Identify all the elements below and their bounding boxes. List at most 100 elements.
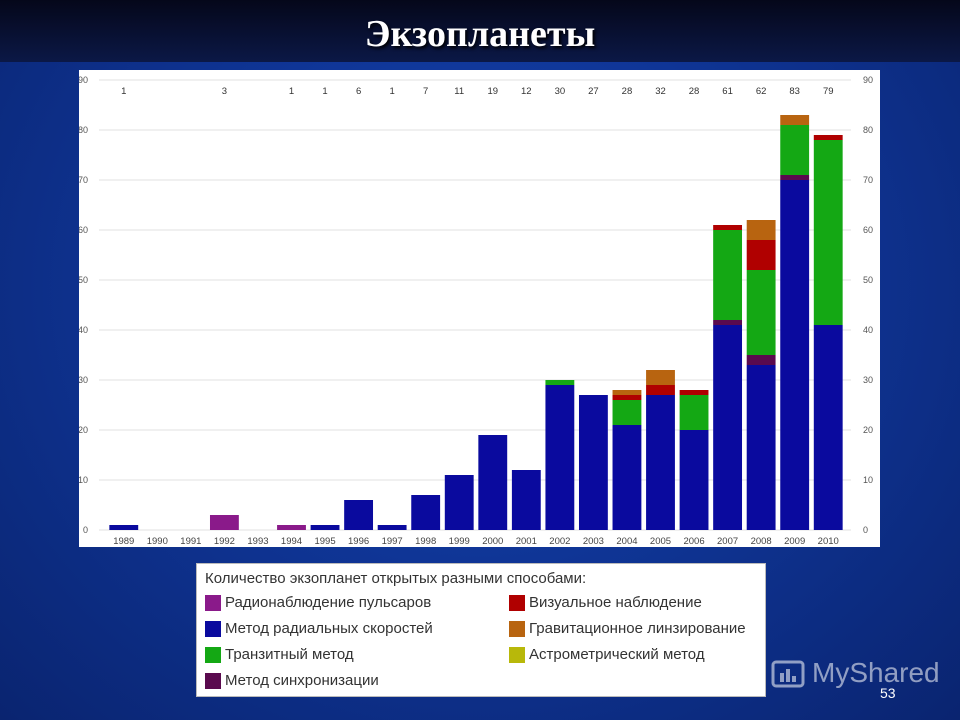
legend-swatch-visual bbox=[509, 595, 525, 611]
legend-swatch-radial-velocity bbox=[205, 621, 221, 637]
total-label-2004: 28 bbox=[622, 86, 633, 97]
x-tick-1995: 1995 bbox=[314, 536, 335, 547]
x-tick-2007: 2007 bbox=[717, 536, 738, 547]
bar-2004-series-3 bbox=[612, 400, 642, 425]
total-label-2010: 79 bbox=[823, 86, 834, 97]
y-tick-left-30: 30 bbox=[79, 375, 88, 385]
y-tick-right-20: 20 bbox=[863, 425, 873, 435]
bar-2008-series-2 bbox=[746, 355, 776, 365]
x-tick-1998: 1998 bbox=[415, 536, 436, 547]
y-tick-right-40: 40 bbox=[863, 325, 873, 335]
bar-2005-series-0 bbox=[646, 395, 675, 530]
y-tick-right-0: 0 bbox=[863, 525, 868, 535]
x-tick-1991: 1991 bbox=[180, 536, 201, 547]
bar-2009-series-5 bbox=[780, 115, 810, 125]
title-band bbox=[0, 0, 960, 62]
legend-swatch-pulsar bbox=[205, 595, 221, 611]
chart-panel: 0 0 10 10 20 20 30 30 40 40 50 50 60 60 70 70 80 80 90 90 19… bbox=[79, 70, 880, 547]
bar-2005-series-5 bbox=[646, 370, 675, 385]
legend-label-timing: Метод синхронизации bbox=[225, 672, 379, 689]
x-tick-1992: 1992 bbox=[214, 536, 235, 547]
x-tick-1989: 1989 bbox=[113, 536, 134, 547]
bar-2004-series-0 bbox=[612, 425, 642, 530]
total-label-1994: 1 bbox=[289, 86, 294, 97]
bar-2009-series-2 bbox=[780, 175, 810, 180]
bar-2009-series-3 bbox=[780, 125, 810, 175]
y-tick-right-60: 60 bbox=[863, 225, 873, 235]
legend-label-astrometry: Астрометрический метод bbox=[529, 646, 705, 663]
y-tick-right-80: 80 bbox=[863, 125, 873, 135]
stacked-bar-chart: 0 0 10 10 20 20 30 30 40 40 50 50 60 60 70 70 80 80 90 90 19… bbox=[79, 75, 873, 547]
y-tick-left-70: 70 bbox=[79, 175, 88, 185]
y-tick-right-50: 50 bbox=[863, 275, 873, 285]
bar-1996-series-0 bbox=[344, 500, 374, 530]
legend-label-visual: Визуальное наблюдение bbox=[529, 594, 702, 611]
bar-2009-series-0 bbox=[780, 180, 810, 530]
y-tick-left-0: 0 bbox=[83, 525, 88, 535]
bar-2004-series-4 bbox=[612, 395, 642, 400]
bar-2007-series-4 bbox=[713, 225, 743, 230]
page-number: 53 bbox=[880, 685, 896, 701]
bar-1997-series-0 bbox=[377, 525, 407, 530]
legend-title: Количество экзопланет открытых разными с… bbox=[205, 570, 587, 587]
x-tick-2004: 2004 bbox=[616, 536, 637, 547]
total-label-1992: 3 bbox=[222, 86, 227, 97]
total-label-2008: 62 bbox=[756, 86, 767, 97]
legend-label-radial-velocity: Метод радиальных скоростей bbox=[225, 620, 433, 637]
bar-2008-series-5 bbox=[746, 220, 776, 240]
bar-2005-series-4 bbox=[646, 385, 675, 395]
x-tick-1990: 1990 bbox=[147, 536, 168, 547]
total-label-2007: 61 bbox=[722, 86, 733, 97]
bar-2001-series-0 bbox=[511, 470, 541, 530]
y-tick-right-70: 70 bbox=[863, 175, 873, 185]
x-tick-2009: 2009 bbox=[784, 536, 805, 547]
total-label-2000: 19 bbox=[487, 86, 498, 97]
total-label-1997: 1 bbox=[389, 86, 394, 97]
bar-1998-series-0 bbox=[411, 495, 441, 530]
bar-1994-series-1 bbox=[277, 525, 306, 530]
bar-2008-series-0 bbox=[746, 365, 776, 530]
x-tick-2002: 2002 bbox=[549, 536, 570, 547]
x-tick-1996: 1996 bbox=[348, 536, 369, 547]
total-label-1996: 6 bbox=[356, 86, 361, 97]
watermark-text: MyShared bbox=[812, 657, 940, 688]
legend-label-lensing: Гравитационное линзирование bbox=[529, 620, 746, 637]
bar-2007-series-3 bbox=[713, 230, 743, 320]
bar-2004-series-5 bbox=[612, 390, 642, 395]
x-tick-2003: 2003 bbox=[583, 536, 604, 547]
y-tick-left-40: 40 bbox=[79, 325, 88, 335]
legend-swatch-lensing bbox=[509, 621, 525, 637]
y-tick-left-10: 10 bbox=[79, 475, 88, 485]
bar-2010-series-3 bbox=[813, 140, 843, 325]
slide-title: Экзопланеты bbox=[364, 13, 596, 55]
bar-2002-series-3 bbox=[545, 380, 575, 385]
legend-label-pulsar: Радионаблюдение пульсаров bbox=[225, 594, 432, 611]
total-label-1998: 7 bbox=[423, 86, 428, 97]
bar-2006-series-0 bbox=[679, 430, 709, 530]
bar-1995-series-0 bbox=[310, 525, 340, 530]
y-tick-left-90: 90 bbox=[79, 75, 88, 85]
total-label-2001: 12 bbox=[521, 86, 532, 97]
bar-2010-series-0 bbox=[813, 325, 843, 530]
legend-swatch-transit bbox=[205, 647, 221, 663]
bar-2006-series-3 bbox=[679, 395, 709, 430]
x-tick-1999: 1999 bbox=[449, 536, 470, 547]
x-tick-1997: 1997 bbox=[382, 536, 403, 547]
x-tick-1994: 1994 bbox=[281, 536, 302, 547]
bar-2000-series-0 bbox=[478, 435, 508, 530]
x-tick-2005: 2005 bbox=[650, 536, 671, 547]
bar-2007-series-0 bbox=[713, 325, 743, 530]
bar-1999-series-0 bbox=[444, 475, 474, 530]
y-tick-left-20: 20 bbox=[79, 425, 88, 435]
total-label-2003: 27 bbox=[588, 86, 599, 97]
y-tick-right-10: 10 bbox=[863, 475, 873, 485]
total-label-1989: 1 bbox=[121, 86, 126, 97]
y-tick-right-30: 30 bbox=[863, 375, 873, 385]
x-tick-2006: 2006 bbox=[683, 536, 704, 547]
legend-swatch-astrometry bbox=[509, 647, 525, 663]
x-tick-2008: 2008 bbox=[751, 536, 772, 547]
bar-2008-series-4 bbox=[746, 240, 776, 270]
x-tick-1993: 1993 bbox=[247, 536, 268, 547]
x-tick-2001: 2001 bbox=[516, 536, 537, 547]
y-tick-left-60: 60 bbox=[79, 225, 88, 235]
